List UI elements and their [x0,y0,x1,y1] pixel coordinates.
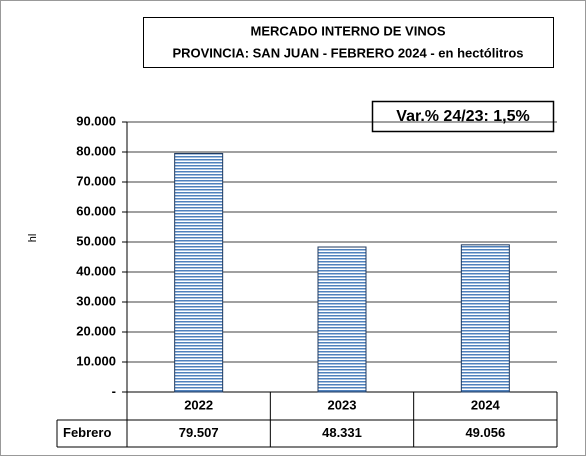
y-tick-label: 80.000 [76,143,116,158]
y-tick-label: 70.000 [76,173,116,188]
bar [460,244,510,393]
y-axis-label: hl [27,234,39,243]
annotation-box [371,100,555,133]
data-label: 49.056 [465,425,505,440]
data-label: 79.507 [179,425,219,440]
y-tick-label: 40.000 [76,263,116,278]
y-tick-label: 20.000 [76,323,116,338]
y-tick-label: 30.000 [76,293,116,308]
annotation: Var.% 24/23: 1,5% [396,108,529,125]
y-tick-label: 90.000 [76,113,116,128]
x-tick-label: 2024 [471,397,501,412]
y-tick-label: 50.000 [76,233,116,248]
legend-label: Febrero [63,425,111,440]
chart-title: MERCADO INTERNO DE VINOS [250,23,445,38]
bar [174,152,224,393]
data-label: 48.331 [322,425,362,440]
y-tick-label: 60.000 [76,203,116,218]
bar [317,246,367,393]
y-tick-label: - [112,383,116,398]
chart-subtitle: PROVINCIA: SAN JUAN - FEBRERO 2024 - en … [172,45,523,60]
y-tick-label: 10.000 [76,353,116,368]
x-tick-label: 2023 [328,397,357,412]
title-box [143,17,554,68]
x-tick-label: 2022 [184,397,213,412]
